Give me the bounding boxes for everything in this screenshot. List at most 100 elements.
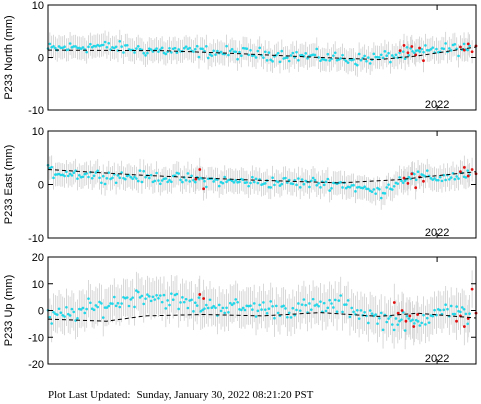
data-point — [219, 50, 223, 54]
data-point — [442, 308, 446, 312]
y-axis-label: P233 Up (mm) — [3, 275, 15, 347]
data-point — [203, 49, 206, 53]
data-point — [398, 49, 402, 53]
data-point — [74, 45, 77, 48]
data-point — [100, 181, 103, 185]
data-point — [408, 314, 412, 318]
data-point — [177, 48, 181, 51]
data-point — [466, 169, 470, 172]
trend-line — [47, 312, 477, 322]
data-point — [168, 303, 171, 307]
data-point — [317, 56, 320, 59]
data-point — [166, 180, 169, 184]
data-point — [357, 317, 361, 320]
data-point — [429, 48, 433, 51]
data-point — [140, 180, 144, 184]
data-point — [328, 298, 331, 302]
data-point — [149, 173, 153, 177]
data-point — [142, 302, 146, 306]
data-point — [326, 177, 330, 181]
data-point — [103, 40, 107, 44]
data-point — [273, 183, 276, 187]
data-point — [221, 306, 225, 310]
data-point — [155, 294, 158, 297]
data-point — [153, 179, 157, 183]
data-point — [199, 309, 203, 313]
data-point — [219, 309, 223, 313]
data-point — [61, 313, 65, 317]
data-point — [155, 47, 158, 50]
data-point — [197, 296, 201, 299]
data-point — [158, 294, 162, 297]
data-point — [328, 59, 331, 62]
data-point — [387, 183, 390, 186]
data-point — [372, 188, 376, 191]
data-point — [149, 48, 153, 51]
data-point — [400, 179, 403, 183]
data-point — [59, 311, 63, 315]
data-point — [112, 295, 116, 299]
data-point — [76, 46, 79, 50]
data-point — [295, 50, 298, 54]
data-point — [402, 181, 405, 185]
y-tick-label: 0 — [38, 306, 44, 318]
data-point — [396, 311, 400, 315]
data-point — [112, 46, 116, 50]
data-point — [466, 42, 470, 46]
data-point — [155, 171, 158, 175]
data-point — [352, 310, 355, 314]
data-point — [262, 56, 265, 59]
data-point — [149, 299, 153, 303]
data-point — [193, 47, 197, 51]
data-point — [52, 176, 55, 180]
data-point — [300, 53, 304, 57]
data-point — [394, 317, 398, 320]
data-point — [411, 49, 414, 53]
data-point — [470, 168, 474, 171]
data-point — [343, 303, 346, 306]
data-point — [217, 303, 221, 307]
data-point — [256, 309, 260, 313]
data-point — [457, 177, 460, 180]
data-point — [365, 59, 368, 63]
data-point — [68, 172, 72, 176]
data-point — [333, 298, 337, 302]
data-point — [429, 177, 433, 180]
data-point — [365, 187, 368, 191]
data-point — [455, 175, 458, 178]
data-point — [455, 47, 458, 51]
data-point — [230, 303, 234, 307]
data-point — [262, 301, 265, 304]
data-point — [77, 173, 81, 177]
data-point — [182, 46, 186, 50]
data-point — [201, 47, 204, 51]
data-point — [462, 42, 466, 46]
data-point — [332, 54, 335, 57]
data-point — [263, 308, 267, 311]
data-point — [68, 42, 72, 45]
data-point — [278, 184, 282, 187]
data-point — [416, 313, 420, 316]
data-point — [147, 176, 151, 180]
data-point — [295, 183, 298, 187]
data-point — [192, 178, 195, 182]
x-tick-label: 2022 — [425, 99, 449, 111]
data-point — [198, 168, 202, 171]
y-tick-label: 10 — [32, 279, 44, 291]
data-point — [422, 179, 425, 183]
data-point — [326, 52, 330, 56]
data-point — [326, 306, 330, 310]
data-point — [425, 48, 429, 52]
data-point — [317, 304, 320, 308]
data-point — [181, 180, 184, 184]
panel-3: -20 -10 0 10 20 2022 P233 Up (mm) — [3, 252, 478, 371]
data-point — [354, 62, 357, 66]
data-point — [205, 185, 208, 189]
data-point — [271, 304, 274, 308]
data-point — [354, 190, 357, 193]
data-point — [464, 312, 468, 316]
data-point — [210, 54, 214, 57]
data-point — [195, 44, 199, 48]
data-point — [363, 185, 366, 188]
